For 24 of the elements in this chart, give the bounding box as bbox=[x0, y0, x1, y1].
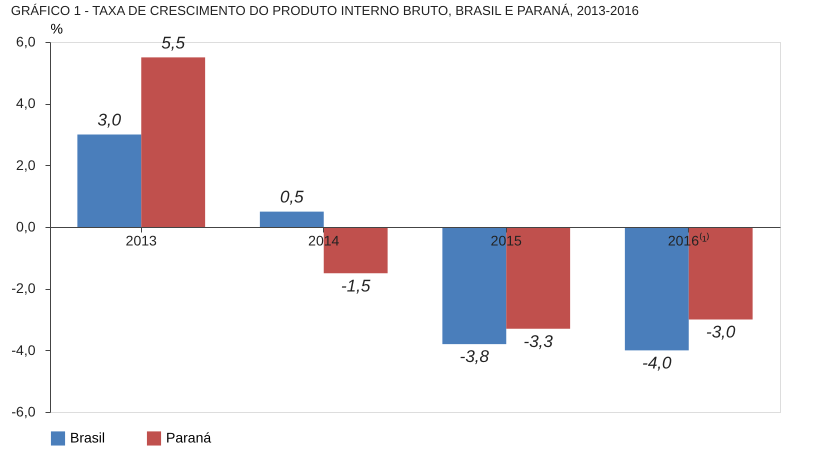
y-tick-label: -2,0 bbox=[11, 280, 36, 296]
chart-title: GRÁFICO 1 - TAXA DE CRESCIMENTO DO PRODUTO INTERNO BRUTO, BRASIL E PARANÁ, 2013-2016 bbox=[10, 3, 639, 18]
legend-label: Brasil bbox=[70, 429, 106, 446]
data-label: 0,5 bbox=[280, 188, 304, 207]
y-tick-label: 6,0 bbox=[16, 34, 36, 50]
y-axis-title: % bbox=[50, 20, 63, 36]
data-label: 3,0 bbox=[97, 110, 122, 130]
x-tick-label: 2013 bbox=[126, 232, 158, 248]
bar bbox=[77, 134, 142, 227]
y-tick-label: 4,0 bbox=[16, 95, 36, 112]
bar bbox=[260, 212, 324, 227]
legend-label: Paraná bbox=[166, 429, 212, 446]
y-tick-label: -4,0 bbox=[11, 342, 36, 358]
data-label: -3,8 bbox=[460, 347, 490, 366]
data-label: -3,0 bbox=[706, 322, 736, 342]
data-label: -3,3 bbox=[524, 332, 554, 351]
y-tick-label: -6,0 bbox=[11, 404, 36, 420]
data-label: -4,0 bbox=[642, 353, 672, 372]
bar bbox=[141, 57, 206, 227]
data-label: -1,5 bbox=[341, 276, 371, 296]
x-tick-label: 2014 bbox=[308, 232, 340, 248]
y-tick-label: 2,0 bbox=[16, 156, 36, 173]
y-tick-label: 0,0 bbox=[16, 218, 36, 234]
data-label: 5,5 bbox=[161, 33, 186, 52]
